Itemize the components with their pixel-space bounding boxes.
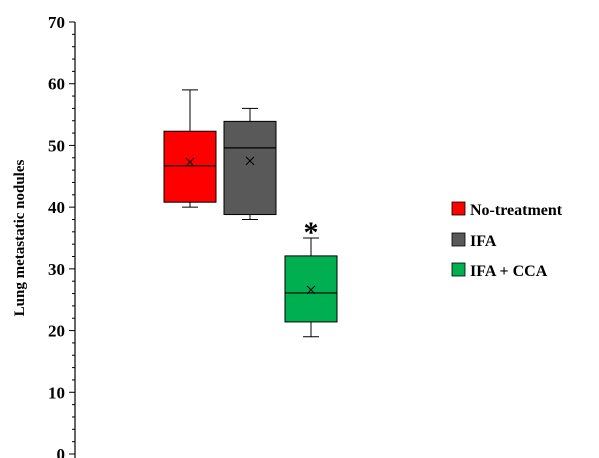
y-axis: 0 10 20 30 40 50 60 70 — [48, 13, 76, 458]
mean-marker — [306, 285, 316, 295]
box-iqr — [284, 255, 338, 323]
legend: No-treatment IFA IFA + CCA — [451, 201, 563, 280]
legend-item: No-treatment — [451, 201, 563, 219]
legend-item: IFA + CCA — [451, 262, 548, 280]
legend-swatch — [451, 232, 466, 247]
mean-marker — [185, 157, 195, 167]
legend-item: IFA — [451, 232, 497, 250]
legend-label: IFA + CCA — [470, 263, 548, 280]
y-tick-label: 40 — [48, 198, 65, 217]
y-axis-label: Lung metastatic nodules — [12, 160, 28, 317]
y-tick-label: 60 — [48, 75, 65, 94]
y-tick-label: 0 — [57, 445, 66, 458]
box-iqr — [163, 130, 217, 203]
legend-swatch — [451, 201, 466, 216]
y-tick-label: 30 — [48, 260, 65, 279]
y-tick-label: 70 — [48, 13, 65, 32]
box-ifa — [223, 107, 277, 220]
plot-area: * — [163, 89, 338, 338]
box-iqr — [223, 120, 277, 216]
y-tick-label: 10 — [48, 383, 65, 402]
legend-label: No-treatment — [470, 202, 563, 219]
significance-asterisk: * — [304, 216, 319, 249]
legend-swatch — [451, 262, 466, 277]
y-tick-label: 50 — [48, 136, 65, 155]
box-no-treatment — [163, 89, 217, 208]
legend-label: IFA — [470, 233, 497, 250]
y-tick-label: 20 — [48, 322, 65, 341]
mean-marker — [245, 156, 255, 166]
box-ifa-cca — [284, 237, 338, 338]
